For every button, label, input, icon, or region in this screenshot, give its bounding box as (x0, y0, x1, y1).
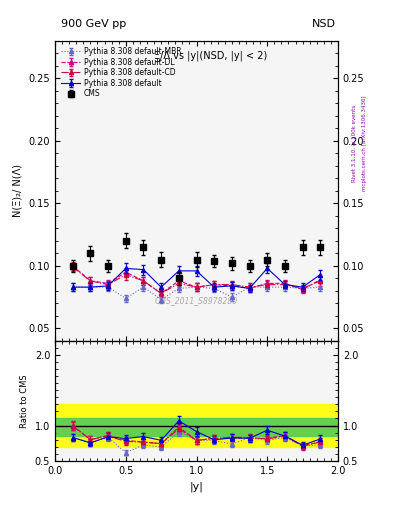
Text: 900 GeV pp: 900 GeV pp (61, 19, 126, 29)
Y-axis label: Ratio to CMS: Ratio to CMS (20, 374, 29, 428)
Legend: Pythia 8.308 default-MBR, Pythia 8.308 default-DL, Pythia 8.308 default-CD, Pyth: Pythia 8.308 default-MBR, Pythia 8.308 d… (59, 45, 184, 100)
Text: mcplots.cern.ch [arXiv:1306.3436]: mcplots.cern.ch [arXiv:1306.3436] (362, 96, 367, 191)
Bar (55, 418, 338, 436)
Bar (55, 404, 338, 446)
Y-axis label: N(Ξ)₂/ N(Λ): N(Ξ)₂/ N(Λ) (13, 164, 23, 218)
X-axis label: |y|: |y| (189, 481, 204, 492)
Text: Rivet 3.1.10, ≥ 100k events: Rivet 3.1.10, ≥ 100k events (352, 105, 357, 182)
Text: NSD: NSD (312, 19, 336, 29)
Text: Ξ̲/Λ vs |y|(NSD, |y| < 2): Ξ̲/Λ vs |y|(NSD, |y| < 2) (154, 50, 267, 61)
Text: CMS_2011_S8978280: CMS_2011_S8978280 (155, 296, 238, 305)
